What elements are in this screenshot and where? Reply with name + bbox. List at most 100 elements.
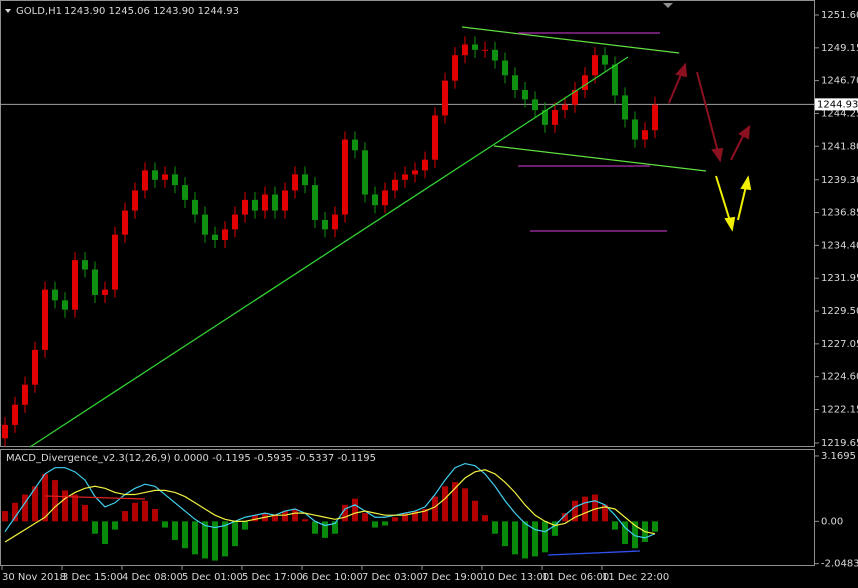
histogram-bar — [472, 500, 478, 522]
candle-body — [72, 260, 78, 310]
x-tick-label: 10 Dec 13:00 — [482, 572, 549, 583]
candle-body — [612, 64, 618, 96]
main-frame — [0, 0, 815, 447]
histogram-bar — [482, 515, 488, 522]
candle-body — [42, 289, 48, 350]
histogram-bar — [142, 500, 148, 522]
candle-body — [512, 75, 518, 91]
arrow — [715, 175, 731, 222]
candle-body — [472, 44, 478, 50]
histogram-bar — [362, 513, 368, 522]
y-tick-label: 1246.70 — [821, 76, 858, 87]
histogram-bar — [322, 521, 328, 538]
candle-body — [392, 179, 398, 191]
divergence-line — [44, 495, 146, 500]
histogram-bar — [302, 519, 308, 522]
candle-body — [242, 199, 248, 215]
candle-body — [482, 49, 488, 51]
candle-body — [292, 174, 298, 191]
y-tick-label: 1234.40 — [821, 240, 858, 251]
histogram-bar — [442, 486, 448, 522]
histogram-bar — [182, 521, 188, 549]
histogram-bar — [522, 521, 528, 559]
histogram-bar — [492, 521, 498, 534]
histogram-bar — [42, 473, 48, 522]
candle-body — [532, 99, 538, 111]
candle-body — [162, 174, 168, 180]
candle-body — [332, 214, 338, 230]
histogram-bar — [102, 521, 108, 545]
histogram-bar — [452, 482, 458, 522]
trend-line — [493, 145, 707, 172]
histogram-bar — [232, 521, 238, 547]
candle-body — [312, 185, 318, 220]
x-tick-label: 7 Dec 19:00 — [422, 572, 483, 583]
histogram-bar — [32, 486, 38, 522]
histogram-bar — [352, 498, 358, 522]
histogram-bar — [582, 496, 588, 522]
histogram-bar — [652, 521, 658, 532]
x-tick-label: 5 Dec 01:00 — [182, 572, 243, 583]
histogram-bar — [252, 515, 258, 522]
candle-body — [542, 110, 548, 125]
candle-body — [2, 424, 8, 439]
x-tick-label: 6 Dec 10:00 — [302, 572, 363, 583]
histogram-bar — [132, 502, 138, 522]
histogram-bar — [22, 494, 28, 522]
candle-body — [432, 115, 438, 160]
candle-body — [352, 139, 358, 151]
candle-body — [622, 95, 628, 120]
candle-body — [442, 80, 448, 116]
candle-body — [342, 139, 348, 215]
candle-body — [282, 190, 288, 211]
candle-body — [92, 269, 98, 295]
indicator-line — [4, 462, 656, 539]
candle-body — [82, 260, 88, 270]
histogram-bar — [222, 521, 228, 557]
candle-body — [172, 174, 178, 186]
y-tick-label: 1227.05 — [821, 339, 858, 350]
y-tick-label: 1239.30 — [821, 175, 858, 186]
y-tick-label: -2.0483 — [821, 559, 858, 570]
arrow — [737, 185, 747, 221]
histogram-bar — [622, 521, 628, 545]
candle-body — [382, 190, 388, 206]
candle-body — [52, 289, 58, 301]
candle-body — [252, 199, 258, 211]
shift-marker — [663, 3, 673, 8]
candle-body — [582, 75, 588, 91]
y-tick-label: 1224.60 — [821, 372, 858, 383]
ohlc-label: 1243.90 1245.06 1243.90 1244.93 — [64, 6, 239, 17]
arrow-head — [675, 62, 688, 78]
histogram-bar — [192, 521, 198, 555]
histogram-bar — [122, 511, 128, 522]
x-tick-label: 3 Dec 15:00 — [62, 572, 123, 583]
y-tick-label: 1219.65 — [821, 438, 858, 449]
candle-body — [62, 300, 68, 310]
histogram-bar — [432, 496, 438, 522]
arrow-head — [711, 147, 724, 163]
candle-body — [502, 60, 508, 76]
histogram-bar — [282, 511, 288, 522]
arrow — [696, 71, 719, 153]
histogram-bar — [402, 513, 408, 522]
histogram-bar — [512, 521, 518, 555]
y-tick-label: 1229.50 — [821, 306, 858, 317]
y-tick-label: 3.1695 — [821, 451, 856, 462]
candle-body — [302, 174, 308, 186]
histogram-bar — [212, 521, 218, 561]
histogram-bar — [72, 494, 78, 522]
histogram-bar — [202, 521, 208, 559]
histogram-bar — [592, 494, 598, 522]
candle-body — [262, 194, 268, 211]
histogram-bar — [342, 504, 348, 522]
histogram-bar — [12, 502, 18, 522]
arrow-head — [738, 124, 751, 140]
histogram-bar — [112, 521, 118, 530]
histogram-bar — [2, 511, 8, 522]
candle-body — [522, 90, 528, 100]
candle-body — [32, 349, 38, 385]
histogram-bar — [532, 521, 538, 557]
